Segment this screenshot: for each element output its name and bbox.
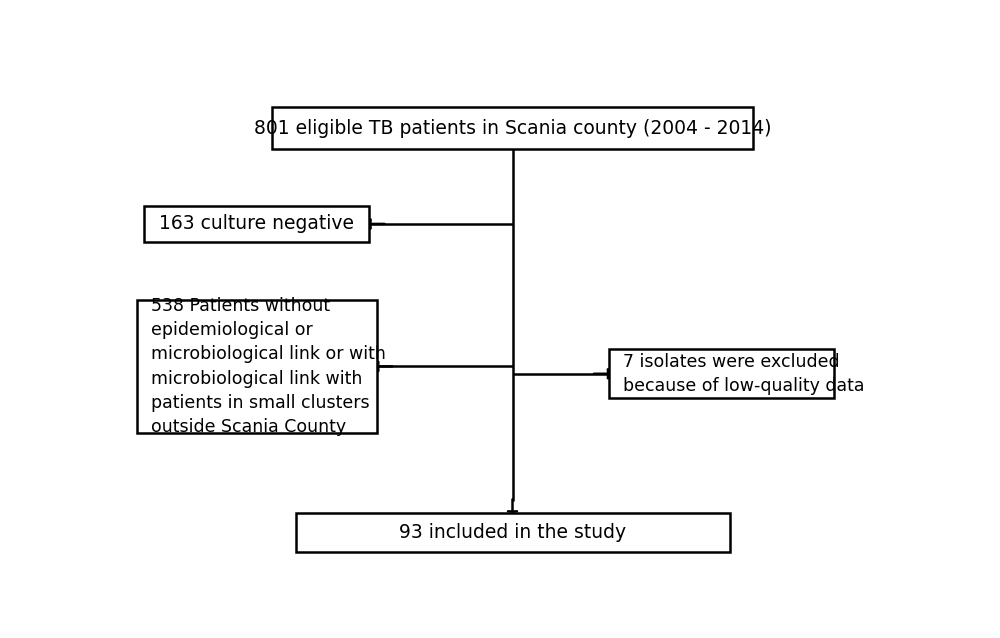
- Bar: [272, 107, 753, 149]
- Text: 801 eligible TB patients in Scania county (2004 - 2014): 801 eligible TB patients in Scania count…: [254, 119, 771, 138]
- Text: 538 Patients without
epidemiological or
microbiological link or with
microbiolog: 538 Patients without epidemiological or …: [151, 297, 385, 436]
- Bar: [144, 205, 369, 242]
- Text: 163 culture negative: 163 culture negative: [159, 214, 354, 234]
- Bar: [296, 513, 730, 552]
- Bar: [137, 300, 377, 433]
- Text: 93 included in the study: 93 included in the study: [399, 523, 626, 542]
- Bar: [609, 349, 834, 398]
- Text: 7 isolates were excluded
because of low-quality data: 7 isolates were excluded because of low-…: [623, 353, 865, 395]
